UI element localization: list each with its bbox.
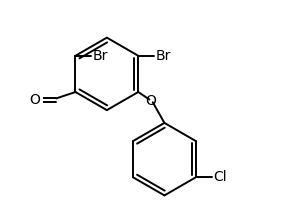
- Text: Br: Br: [155, 49, 171, 63]
- Text: O: O: [146, 94, 156, 108]
- Text: O: O: [29, 93, 40, 107]
- Text: Cl: Cl: [213, 170, 227, 184]
- Text: Br: Br: [92, 49, 108, 63]
